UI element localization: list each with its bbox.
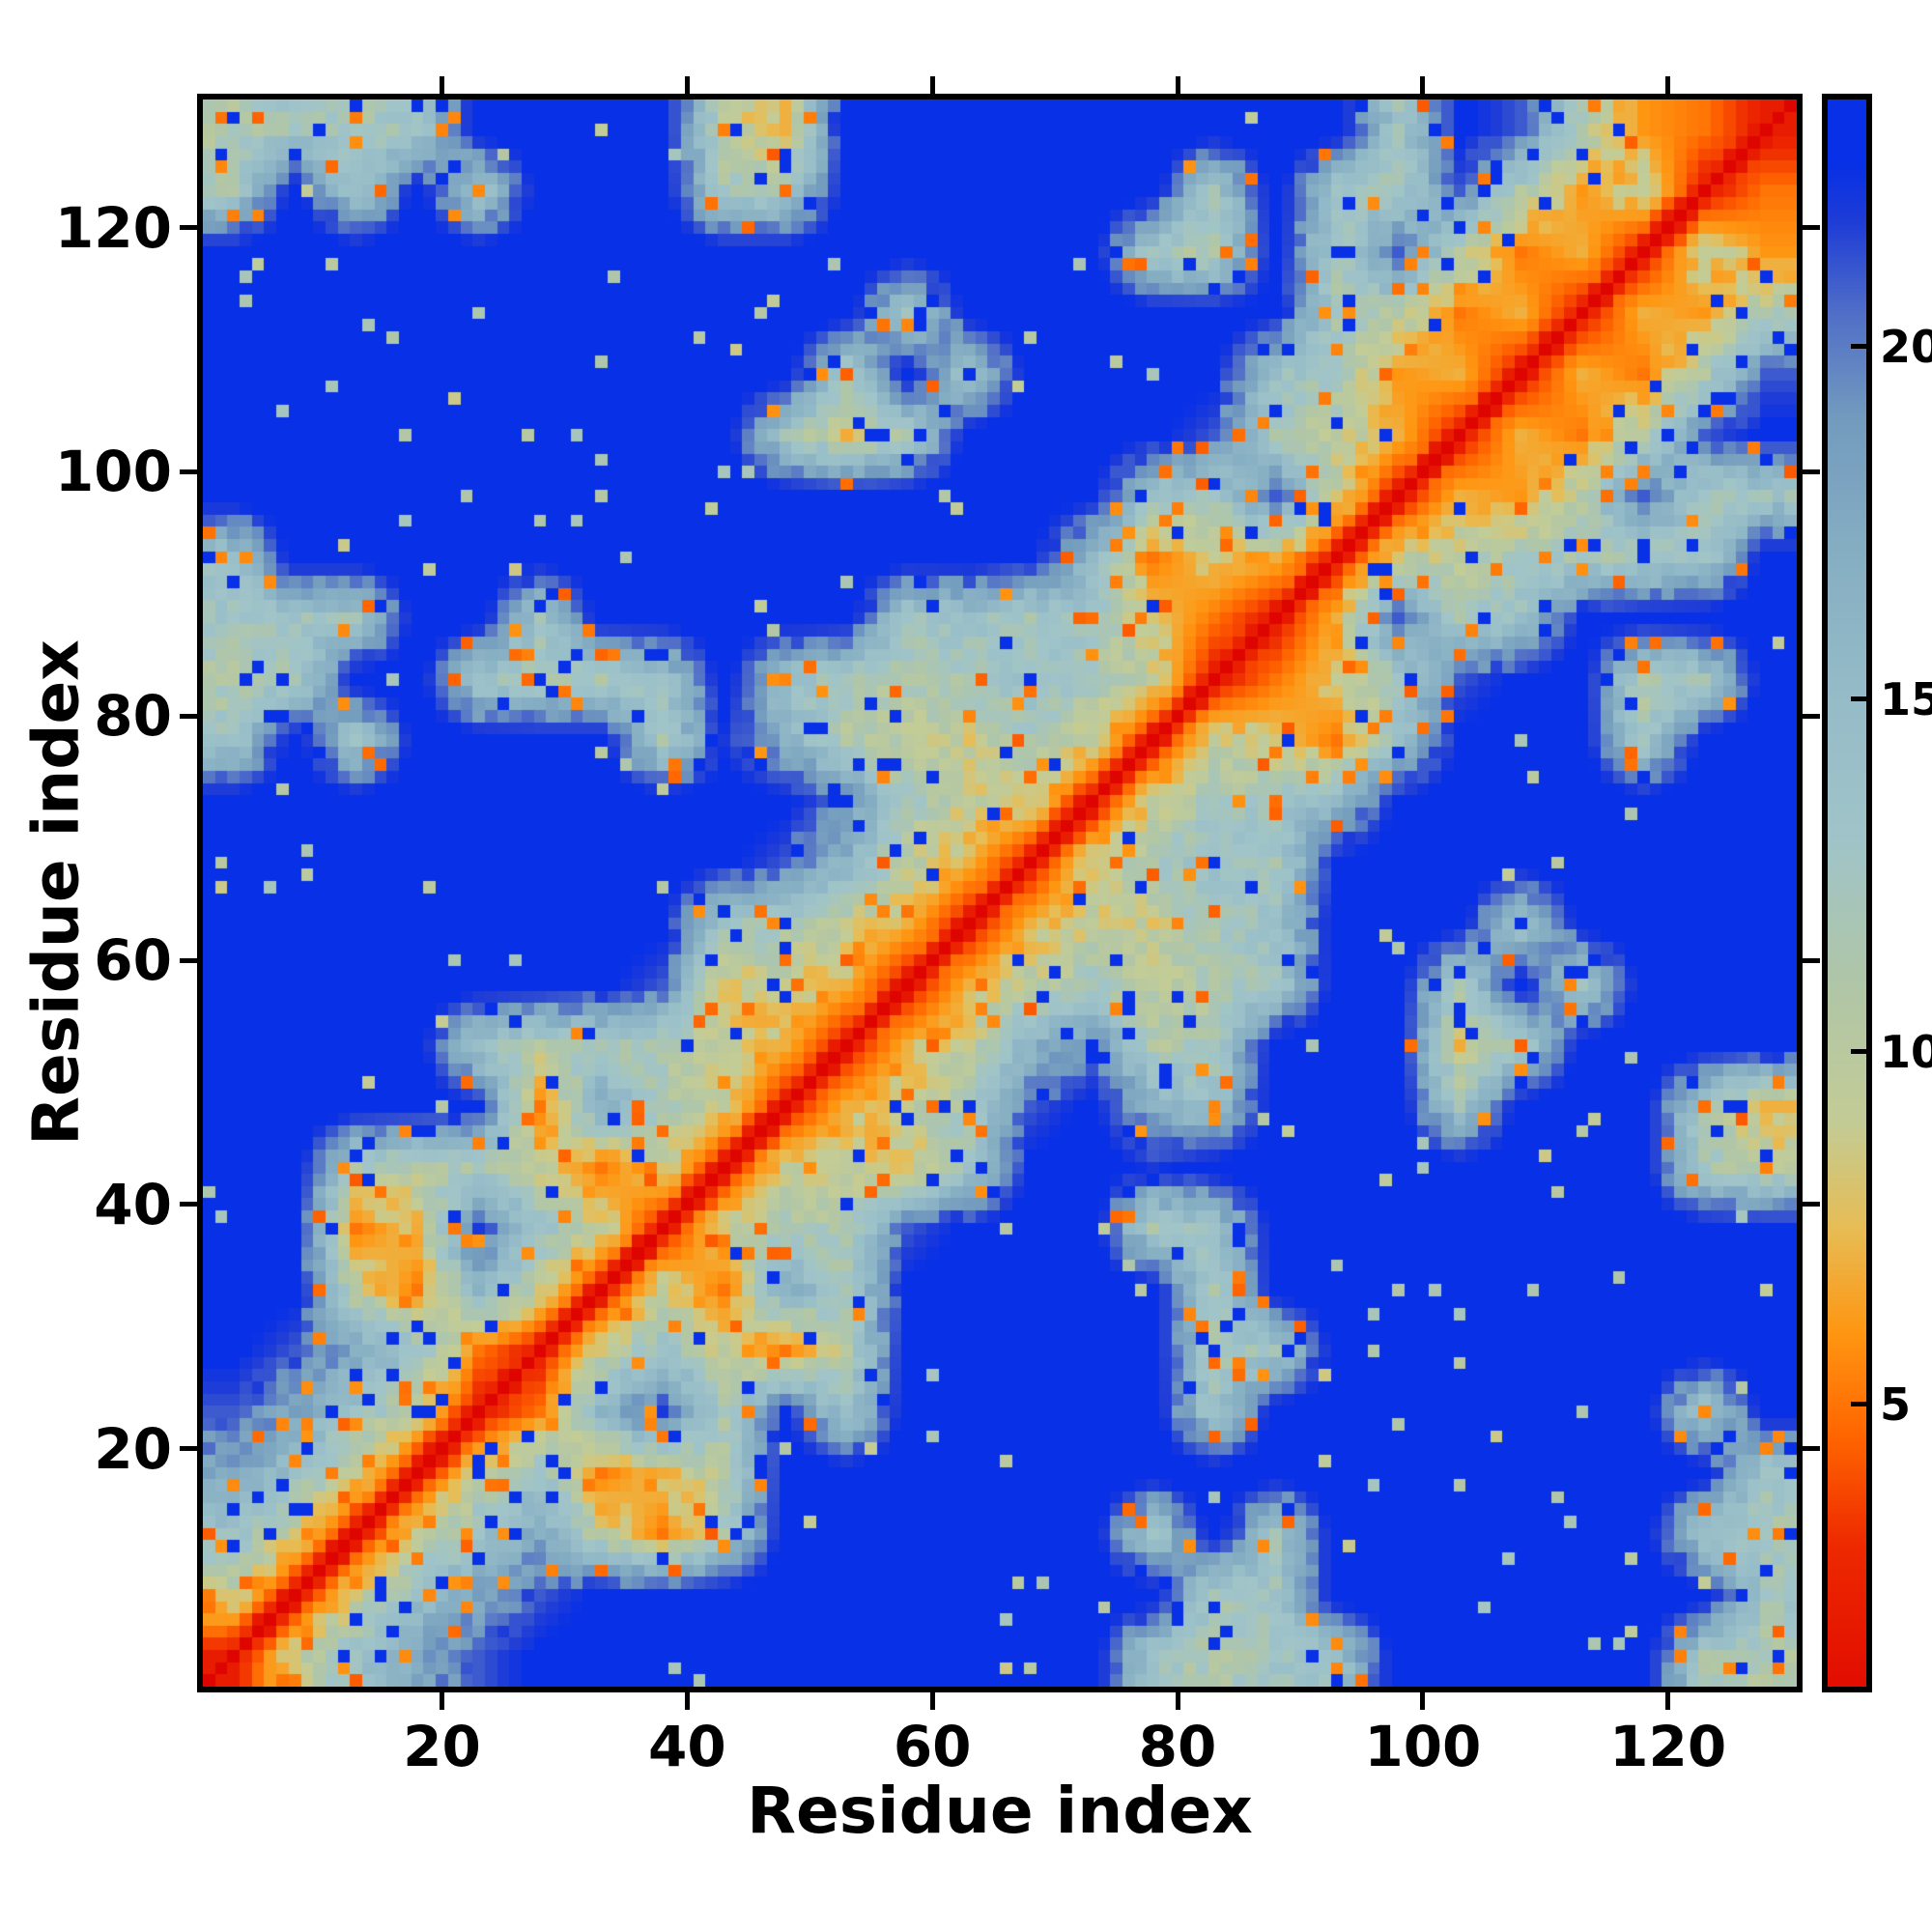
y-tick-label: 100 [54,439,172,505]
y-axis-right-tick [1803,713,1820,719]
x-axis-tick [1665,1692,1671,1710]
x-axis-top-tick [440,76,444,94]
y-tick-label: 80 [94,683,172,750]
heatmap-canvas [203,99,1797,1687]
y-axis-tick [180,225,197,231]
x-axis-top-tick [1665,76,1671,94]
y-axis-tick [180,957,197,963]
y-axis-right-tick [1803,1446,1820,1452]
x-axis-top-tick [1420,76,1426,94]
colorbar-tick-label: 15 [1880,672,1932,725]
y-axis-tick [180,1202,197,1208]
y-axis-right-tick [1803,469,1820,474]
x-tick-label: 100 [1364,1714,1482,1779]
x-tick-label: 20 [403,1714,481,1779]
x-axis-tick [1420,1692,1426,1710]
colorbar-tick-label: 5 [1880,1378,1912,1431]
y-tick-label: 120 [54,194,172,261]
x-axis-tick [684,1692,690,1710]
x-axis-tick [929,1692,935,1710]
y-axis-right-tick [1803,957,1820,963]
x-tick-label: 40 [647,1714,726,1779]
x-tick-label: 80 [1138,1714,1217,1779]
x-axis-top-tick [1175,76,1180,94]
colorbar-canvas [1828,99,1866,1687]
y-tick-label: 20 [94,1415,172,1482]
y-axis-right-tick [1803,225,1820,231]
y-axis-tick [180,1446,197,1452]
x-axis-tick [1175,1692,1180,1710]
y-axis-tick [180,469,197,474]
heatmap-plot [197,94,1803,1692]
colorbar-tick-label: 10 [1880,1025,1932,1078]
x-axis-top-tick [684,76,690,94]
colorbar [1822,94,1872,1692]
colorbar-tick [1851,1049,1866,1055]
y-tick-label: 60 [94,927,172,993]
x-axis-label: Residue index [747,1774,1253,1848]
x-axis-tick [440,1692,444,1710]
colorbar-tick [1851,344,1866,350]
y-axis-label: Residue index [18,639,94,1146]
x-tick-label: 60 [893,1714,972,1779]
x-axis-top-tick [929,76,935,94]
y-axis-right-tick [1803,1202,1820,1208]
colorbar-tick [1851,696,1866,702]
y-tick-label: 40 [94,1171,172,1237]
colorbar-tick [1851,1402,1866,1407]
y-axis-tick [180,713,197,719]
x-tick-label: 120 [1609,1714,1727,1779]
colorbar-tick-label: 20 [1880,320,1932,373]
